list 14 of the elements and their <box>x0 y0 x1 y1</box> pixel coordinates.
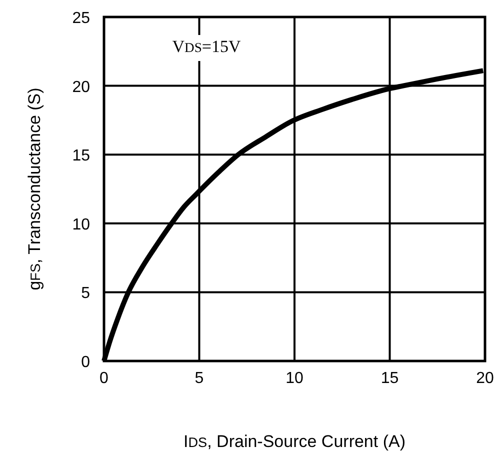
y-axis-title: gFS, Transconductance (S) <box>25 88 44 290</box>
x-tick-label: 0 <box>100 370 109 387</box>
x-axis-title: IDS, Drain-Source Current (A) <box>183 432 406 451</box>
x-tick-label: 10 <box>286 370 304 387</box>
y-tick-label: 15 <box>72 148 90 165</box>
x-tick-label: 20 <box>476 370 494 387</box>
y-tick-label: 0 <box>81 354 90 371</box>
y-tick-label: 20 <box>72 78 90 96</box>
x-tick-label: 15 <box>380 370 399 387</box>
y-tick-label: 5 <box>81 285 90 302</box>
y-tick-label: 10 <box>72 216 90 234</box>
annotation: VDS=15V <box>172 37 242 56</box>
x-tick-label: 5 <box>194 370 204 387</box>
y-tick-label: 25 <box>72 10 90 27</box>
